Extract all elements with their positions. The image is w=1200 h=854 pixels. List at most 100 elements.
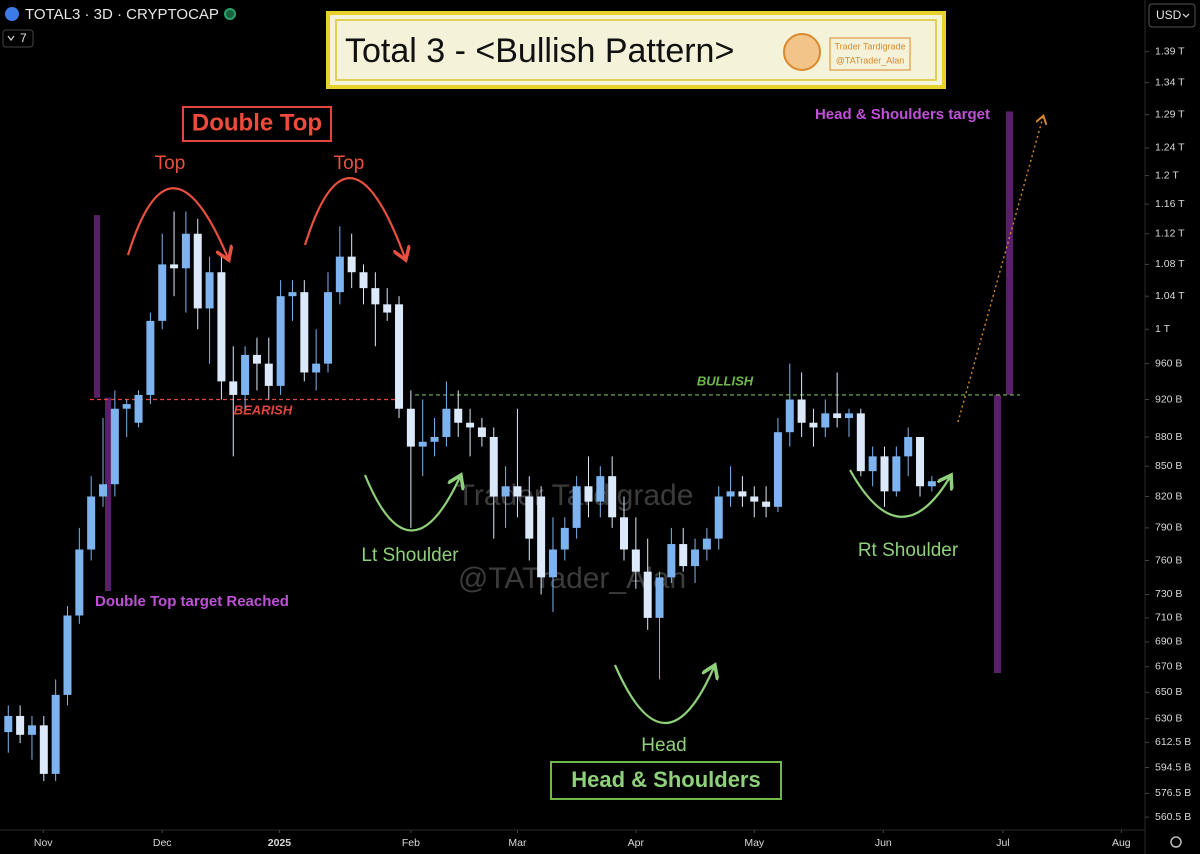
target-bar bbox=[1006, 111, 1013, 395]
chart-title: Total 3 - <Bullish Pattern> bbox=[345, 32, 734, 70]
candle-body bbox=[252, 354, 261, 364]
candle-body bbox=[347, 256, 356, 273]
pattern-arrow bbox=[303, 177, 405, 258]
y-tick-label: 560.5 B bbox=[1155, 811, 1191, 823]
candle-body bbox=[560, 527, 569, 550]
candle-body bbox=[537, 496, 546, 578]
candle-body bbox=[134, 394, 143, 423]
candle-body bbox=[880, 456, 889, 492]
candle-body bbox=[643, 571, 652, 618]
currency-button[interactable] bbox=[1148, 3, 1196, 28]
y-tick-label: 730 B bbox=[1155, 588, 1182, 600]
candle-body bbox=[110, 408, 119, 485]
candle-body bbox=[702, 538, 711, 550]
title-box: Total 3 - <Bullish Pattern> Trader Tardi… bbox=[326, 11, 946, 89]
candle-body bbox=[217, 272, 226, 382]
candle-body bbox=[4, 715, 13, 733]
x-tick-label: 2025 bbox=[268, 837, 292, 849]
logo-frame bbox=[829, 37, 911, 71]
x-tick-label: Dec bbox=[153, 837, 172, 849]
title-frame bbox=[326, 11, 946, 89]
candle-body bbox=[395, 304, 404, 409]
level-label: BULLISH bbox=[697, 373, 754, 388]
candle-body bbox=[16, 715, 25, 735]
candle-body bbox=[785, 399, 794, 433]
logo-text: @TATrader_Alan bbox=[836, 55, 905, 65]
y-tick-label: 920 B bbox=[1155, 393, 1182, 405]
y-tick-label: 650 B bbox=[1155, 686, 1182, 698]
level-label: BEARISH bbox=[234, 402, 293, 417]
candle-body bbox=[75, 549, 84, 616]
candle-body bbox=[288, 292, 297, 297]
candle-body bbox=[548, 549, 557, 578]
candle-body bbox=[773, 432, 782, 507]
candle-body bbox=[750, 496, 759, 502]
candle-body bbox=[927, 481, 936, 487]
annotation: Top bbox=[155, 153, 186, 174]
candle-body bbox=[158, 264, 167, 321]
y-tick-label: 1.2 T bbox=[1155, 169, 1179, 181]
candle-body bbox=[383, 304, 392, 313]
candle-body bbox=[620, 517, 629, 550]
x-tick-label: Aug bbox=[1112, 837, 1131, 849]
annotation: Double Top bbox=[192, 109, 322, 136]
watermark-text: @TATrader_Alan bbox=[458, 562, 686, 595]
candle-body bbox=[406, 408, 415, 447]
x-tick-label: Mar bbox=[508, 837, 527, 849]
candle-body bbox=[833, 413, 842, 419]
target-bar bbox=[994, 394, 1001, 674]
indicator-toggle[interactable] bbox=[2, 29, 34, 48]
y-tick-label: 710 B bbox=[1155, 612, 1182, 624]
candle-body bbox=[229, 381, 238, 395]
settings-icon[interactable] bbox=[1170, 836, 1182, 848]
y-tick-label: 1.16 T bbox=[1155, 198, 1185, 210]
y-tick-label: 1.24 T bbox=[1155, 142, 1185, 154]
y-tick-label: 790 B bbox=[1155, 522, 1182, 534]
candle-body bbox=[667, 544, 676, 578]
annotation: Rt Shoulder bbox=[858, 540, 959, 561]
annotation: Lt Shoulder bbox=[361, 545, 459, 566]
x-tick-label: Jun bbox=[875, 837, 892, 849]
plot: 1.39 T 1.34 T 1.29 T 1.24 T 1.2 T 1.16 T 1.12 … bbox=[4, 46, 1191, 849]
candle-body bbox=[264, 363, 273, 386]
candle-body bbox=[691, 549, 700, 567]
target-bar bbox=[105, 397, 111, 592]
candle-body bbox=[63, 615, 72, 695]
candle-body bbox=[99, 484, 108, 497]
candle-body bbox=[442, 408, 451, 437]
candle-body bbox=[892, 456, 901, 492]
candle-body bbox=[39, 725, 48, 774]
y-tick-label: 594.5 B bbox=[1155, 761, 1191, 773]
candle-body bbox=[655, 577, 664, 618]
candle-body bbox=[323, 292, 332, 364]
candle-body bbox=[809, 422, 818, 428]
annotation-box bbox=[182, 106, 332, 142]
y-tick-label: 1.39 T bbox=[1155, 46, 1185, 58]
y-tick-label: 960 B bbox=[1155, 357, 1182, 369]
x-tick-label: May bbox=[744, 837, 765, 849]
candle-body bbox=[371, 288, 380, 305]
candle-body bbox=[418, 441, 427, 447]
candle-body bbox=[276, 296, 285, 386]
y-tick-label: 880 B bbox=[1155, 431, 1182, 443]
candle-body bbox=[679, 544, 688, 567]
candle-body bbox=[181, 233, 190, 269]
y-tick-label: 670 B bbox=[1155, 661, 1182, 673]
candle-body bbox=[466, 422, 475, 428]
candle-body bbox=[821, 413, 830, 428]
candle-body bbox=[904, 436, 913, 457]
symbol[interactable]: TOTAL3 · 3D · CRYPTOCAP bbox=[25, 6, 219, 23]
x-tick-label: Apr bbox=[628, 837, 645, 849]
annotation: Head & Shoulders bbox=[571, 767, 760, 792]
logo-text: Trader Tardigrade bbox=[834, 41, 905, 51]
candle-body bbox=[844, 413, 853, 419]
indicator-count: 7 bbox=[20, 31, 27, 45]
annotation: Head & Shoulders target bbox=[815, 106, 990, 123]
candle-body bbox=[146, 320, 155, 395]
candle-body bbox=[714, 496, 723, 539]
candle-body bbox=[170, 264, 179, 269]
candle-body bbox=[300, 292, 309, 373]
y-tick-label: 1.29 T bbox=[1155, 108, 1185, 120]
